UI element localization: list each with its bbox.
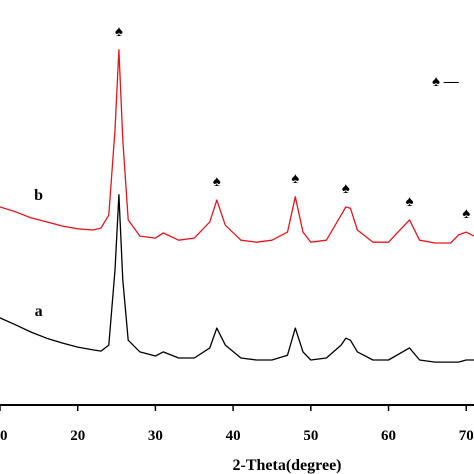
peak-marker: ♠: [291, 171, 299, 187]
peak-marker: ♠: [115, 24, 123, 40]
series-line: [0, 49, 474, 244]
x-tick-label: 10: [0, 428, 8, 444]
x-tick-label: 20: [70, 428, 85, 444]
x-axis-label: 2-Theta(degree): [233, 457, 342, 474]
peak-marker: ♠: [342, 181, 350, 197]
peak-marker: ♠: [406, 194, 414, 210]
x-tick-label: 50: [303, 428, 318, 444]
peak-marker: ♠: [213, 174, 221, 190]
legend-entry: ♠ —: [432, 74, 460, 90]
x-tick-label: 30: [148, 428, 163, 444]
x-tick-label: 40: [226, 428, 241, 444]
series-line: [0, 194, 474, 363]
x-tick-label: 70: [459, 428, 474, 444]
x-tick-label: 60: [381, 428, 396, 444]
peak-marker: ♠: [462, 206, 470, 222]
series-label: b: [34, 187, 43, 204]
series-label: a: [35, 303, 43, 320]
